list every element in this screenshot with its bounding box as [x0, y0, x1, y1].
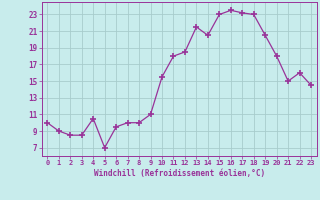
X-axis label: Windchill (Refroidissement éolien,°C): Windchill (Refroidissement éolien,°C) [94, 169, 265, 178]
